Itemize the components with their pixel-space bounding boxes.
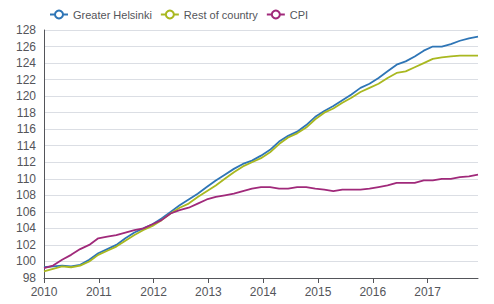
svg-text:112: 112 [17,155,36,169]
svg-text:Rest of country: Rest of country [184,9,258,21]
svg-text:122: 122 [16,73,36,87]
svg-text:118: 118 [17,106,36,120]
svg-text:CPI: CPI [290,9,308,21]
svg-text:106: 106 [16,205,36,219]
svg-text:116: 116 [17,122,36,136]
svg-text:120: 120 [16,89,36,103]
svg-text:114: 114 [17,139,36,153]
svg-text:100: 100 [16,254,36,268]
svg-text:2010: 2010 [31,285,58,299]
svg-text:108: 108 [16,188,36,202]
svg-text:2017: 2017 [414,285,441,299]
svg-text:2011: 2011 [86,285,112,299]
svg-text:2015: 2015 [305,285,332,299]
svg-text:Greater Helsinki: Greater Helsinki [73,9,152,21]
svg-text:124: 124 [16,56,36,70]
svg-text:110: 110 [17,172,36,186]
svg-text:2016: 2016 [359,285,386,299]
svg-text:2012: 2012 [140,285,167,299]
svg-text:2014: 2014 [250,285,277,299]
svg-text:104: 104 [16,221,36,235]
svg-text:128: 128 [16,23,36,37]
svg-text:102: 102 [16,238,36,252]
svg-text:126: 126 [16,40,36,54]
svg-text:98: 98 [23,271,37,285]
svg-text:2013: 2013 [195,285,222,299]
